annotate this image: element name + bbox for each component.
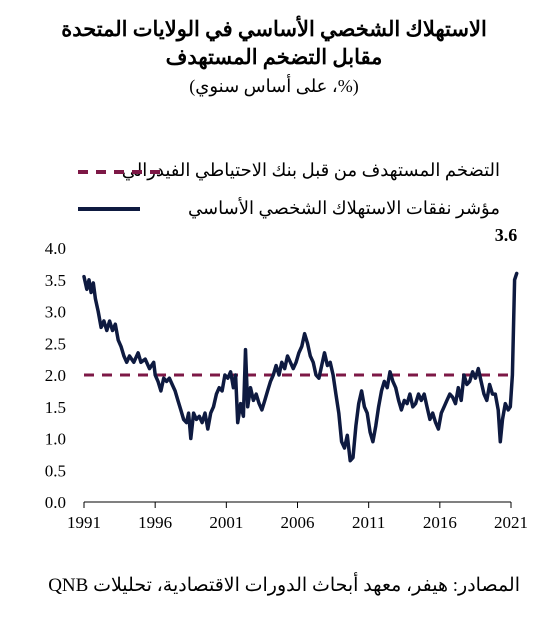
y-tick-label: 1.5 bbox=[45, 398, 66, 417]
chart-plot-area bbox=[82, 271, 519, 463]
chart-subtitle: (%، على أساس سنوي) bbox=[189, 76, 359, 96]
y-tick-label: 3.0 bbox=[45, 303, 66, 322]
chart-axes: 1991 1996 2001 2006 2011 2016 2021 0.0 0.5 1.0 1.5… bbox=[45, 239, 528, 532]
last-value-label: 3.6 bbox=[495, 225, 518, 245]
y-tick-label: 4.0 bbox=[45, 239, 66, 258]
y-tick-label: 3.5 bbox=[45, 271, 66, 290]
legend-label-core-pce: مؤشر نفقات الاستهلاك الشخصي الأساسي bbox=[188, 198, 500, 218]
x-tick-label: 2016 bbox=[423, 513, 457, 532]
x-tick-label: 2001 bbox=[209, 513, 243, 532]
series-line-core-pce bbox=[82, 271, 519, 463]
x-tick-label: 2011 bbox=[352, 513, 385, 532]
chart-title-line-2: مقابل التضخم المستهدف bbox=[165, 45, 383, 69]
y-tick-label: 1.0 bbox=[45, 430, 66, 449]
chart-title-line-1: الاستهلاك الشخصي الأساسي في الولايات الم… bbox=[61, 17, 487, 41]
x-tick-label: 2006 bbox=[281, 513, 315, 532]
legend-label-target: التضخم المستهدف من قبل بنك الاحتياطي الف… bbox=[121, 160, 500, 180]
x-tick-label: 1991 bbox=[67, 513, 101, 532]
x-tick-label: 1996 bbox=[138, 513, 172, 532]
x-tick-label: 2021 bbox=[494, 513, 528, 532]
source-note: المصادر: هيفر، معهد أبحاث الدورات الاقتص… bbox=[48, 575, 520, 596]
y-tick-label: 2.5 bbox=[45, 334, 66, 353]
y-tick-label: 0.5 bbox=[45, 461, 66, 480]
y-tick-label: 0.0 bbox=[45, 493, 66, 512]
y-tick-label: 2.0 bbox=[45, 366, 66, 385]
